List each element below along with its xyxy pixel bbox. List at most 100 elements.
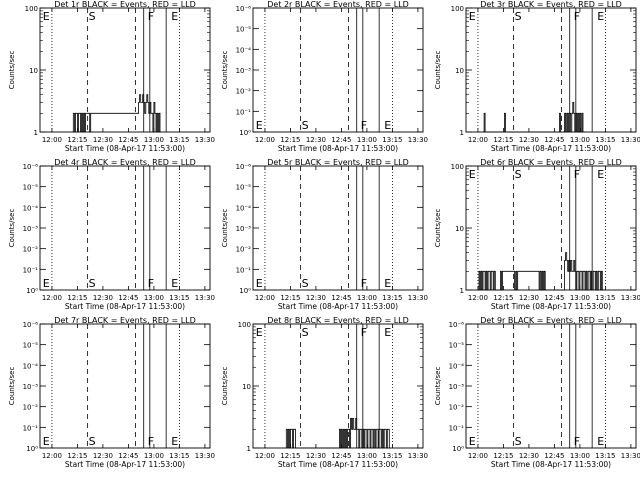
x-tick-label: 12:45: [544, 452, 564, 460]
x-tick-label: 13:15: [595, 294, 615, 302]
x-tick-label: 12:15: [280, 136, 300, 144]
panel-title: Det 1r BLACK = Events, RED = LLD: [54, 0, 196, 9]
y-tick-label: 10⁻⁶: [236, 5, 252, 13]
x-tick-label: 13:00: [357, 452, 377, 460]
x-tick-label: 12:00: [255, 294, 275, 302]
y-tick-label: 1: [460, 129, 464, 137]
x-tick-label: 12:30: [306, 136, 326, 144]
x-tick-label: 12:00: [255, 136, 275, 144]
marker-letter-F: F: [148, 277, 154, 290]
y-axis-label: Counts/sec: [221, 51, 229, 90]
y-tick-label: 10⁰: [239, 287, 251, 295]
x-tick-label: 13:30: [408, 294, 428, 302]
y-tick-label: 10⁻¹: [23, 424, 39, 432]
x-tick-label: 12:30: [519, 136, 539, 144]
panel-det-5: Det 5r BLACK = Events, RED = LLD E S F E 12:0…: [221, 158, 428, 311]
y-tick-label: 10⁻²: [449, 404, 465, 412]
x-tick-label: 13:00: [357, 136, 377, 144]
y-tick-label: 10⁻⁴: [23, 204, 39, 212]
x-tick-label: 12:15: [67, 452, 87, 460]
x-tick-label: 12:45: [331, 452, 351, 460]
panel-title: Det 9r BLACK = Events, RED = LLD: [480, 316, 622, 325]
x-tick-label: 13:15: [169, 294, 189, 302]
y-tick-label: 100: [451, 5, 464, 13]
y-tick-label: 10⁻²: [236, 88, 252, 96]
x-tick-label: 12:45: [544, 136, 564, 144]
marker-letter-E: E: [597, 168, 604, 181]
panel-title: Det 2r BLACK = Events, RED = LLD: [267, 0, 409, 9]
marker-letter-S: S: [515, 168, 522, 181]
x-tick-label: 13:30: [621, 294, 640, 302]
panel-title: Det 8r BLACK = Events, RED = LLD: [267, 316, 409, 325]
y-tick-label: 10⁻³: [449, 383, 465, 391]
y-tick-label: 10⁰: [26, 287, 38, 295]
x-tick-label: 12:30: [93, 294, 113, 302]
y-tick-label: 10⁻⁶: [23, 163, 39, 171]
y-tick-label: 10⁻²: [23, 246, 39, 254]
x-tick-label: 12:15: [67, 294, 87, 302]
marker-letter-S: S: [89, 277, 96, 290]
marker-letter-S: S: [302, 277, 309, 290]
y-tick-label: 10⁻¹: [23, 266, 39, 274]
y-tick-label: 10⁻¹: [236, 266, 252, 274]
x-axis-label: Start Time (08-Apr-17 11:53:00): [278, 302, 398, 311]
events-series-line: [72, 94, 162, 133]
y-axis-label: Counts/sec: [221, 209, 229, 248]
y-axis-label: Counts/sec: [8, 367, 16, 406]
y-tick-label: 10⁻⁵: [23, 342, 39, 350]
marker-letter-E: E: [469, 10, 476, 23]
x-tick-label: 12:30: [519, 452, 539, 460]
x-axis-label: Start Time (08-Apr-17 11:53:00): [491, 144, 611, 153]
x-tick-label: 13:00: [144, 452, 164, 460]
y-tick-label: 10⁻⁵: [236, 26, 252, 34]
marker-letter-E: E: [171, 10, 178, 23]
marker-letter-F: F: [574, 10, 580, 23]
y-tick-label: 10⁻³: [23, 225, 39, 233]
y-tick-label: 1: [460, 287, 464, 295]
x-tick-label: 12:30: [306, 294, 326, 302]
marker-letter-E: E: [384, 326, 391, 339]
marker-letter-E: E: [469, 435, 476, 448]
x-axis-label: Start Time (08-Apr-17 11:53:00): [491, 302, 611, 311]
x-tick-label: 12:00: [468, 294, 488, 302]
x-tick-label: 12:45: [544, 294, 564, 302]
x-tick-label: 12:15: [280, 294, 300, 302]
x-axis-label: Start Time (08-Apr-17 11:53:00): [278, 460, 398, 469]
y-tick-label: 10⁻⁴: [236, 46, 252, 54]
x-tick-label: 12:00: [42, 136, 62, 144]
x-axis-label: Start Time (08-Apr-17 11:53:00): [65, 460, 185, 469]
marker-letter-E: E: [256, 326, 263, 339]
marker-letter-E: E: [597, 435, 604, 448]
y-tick-label: 10⁻⁴: [449, 362, 465, 370]
x-tick-label: 13:00: [144, 294, 164, 302]
x-tick-label: 13:30: [195, 136, 215, 144]
marker-letter-E: E: [469, 168, 476, 181]
y-axis-label: Counts/sec: [434, 367, 442, 406]
x-tick-label: 12:15: [493, 136, 513, 144]
marker-letter-E: E: [256, 119, 263, 132]
marker-letter-E: E: [171, 277, 178, 290]
x-tick-label: 13:15: [382, 136, 402, 144]
marker-letter-E: E: [597, 10, 604, 23]
x-axis-label: Start Time (08-Apr-17 11:53:00): [491, 460, 611, 469]
x-tick-label: 13:30: [621, 136, 640, 144]
x-tick-label: 12:45: [118, 452, 138, 460]
marker-letter-S: S: [515, 10, 522, 23]
x-tick-label: 12:45: [331, 294, 351, 302]
marker-letter-S: S: [302, 119, 309, 132]
panel-det-7: Det 7r BLACK = Events, RED = LLD E S F E 12:0…: [8, 316, 215, 469]
x-tick-label: 13:15: [169, 136, 189, 144]
y-tick-label: 100: [25, 5, 38, 13]
y-axis-label: Counts/sec: [221, 367, 229, 406]
y-tick-label: 10⁰: [239, 129, 251, 137]
y-tick-label: 10⁻³: [236, 67, 252, 75]
marker-letter-S: S: [89, 435, 96, 448]
x-tick-label: 12:15: [493, 452, 513, 460]
y-tick-label: 10: [242, 383, 251, 391]
panel-title: Det 5r BLACK = Events, RED = LLD: [267, 158, 409, 167]
panel-title: Det 7r BLACK = Events, RED = LLD: [54, 316, 196, 325]
y-tick-label: 10⁻⁵: [23, 184, 39, 192]
